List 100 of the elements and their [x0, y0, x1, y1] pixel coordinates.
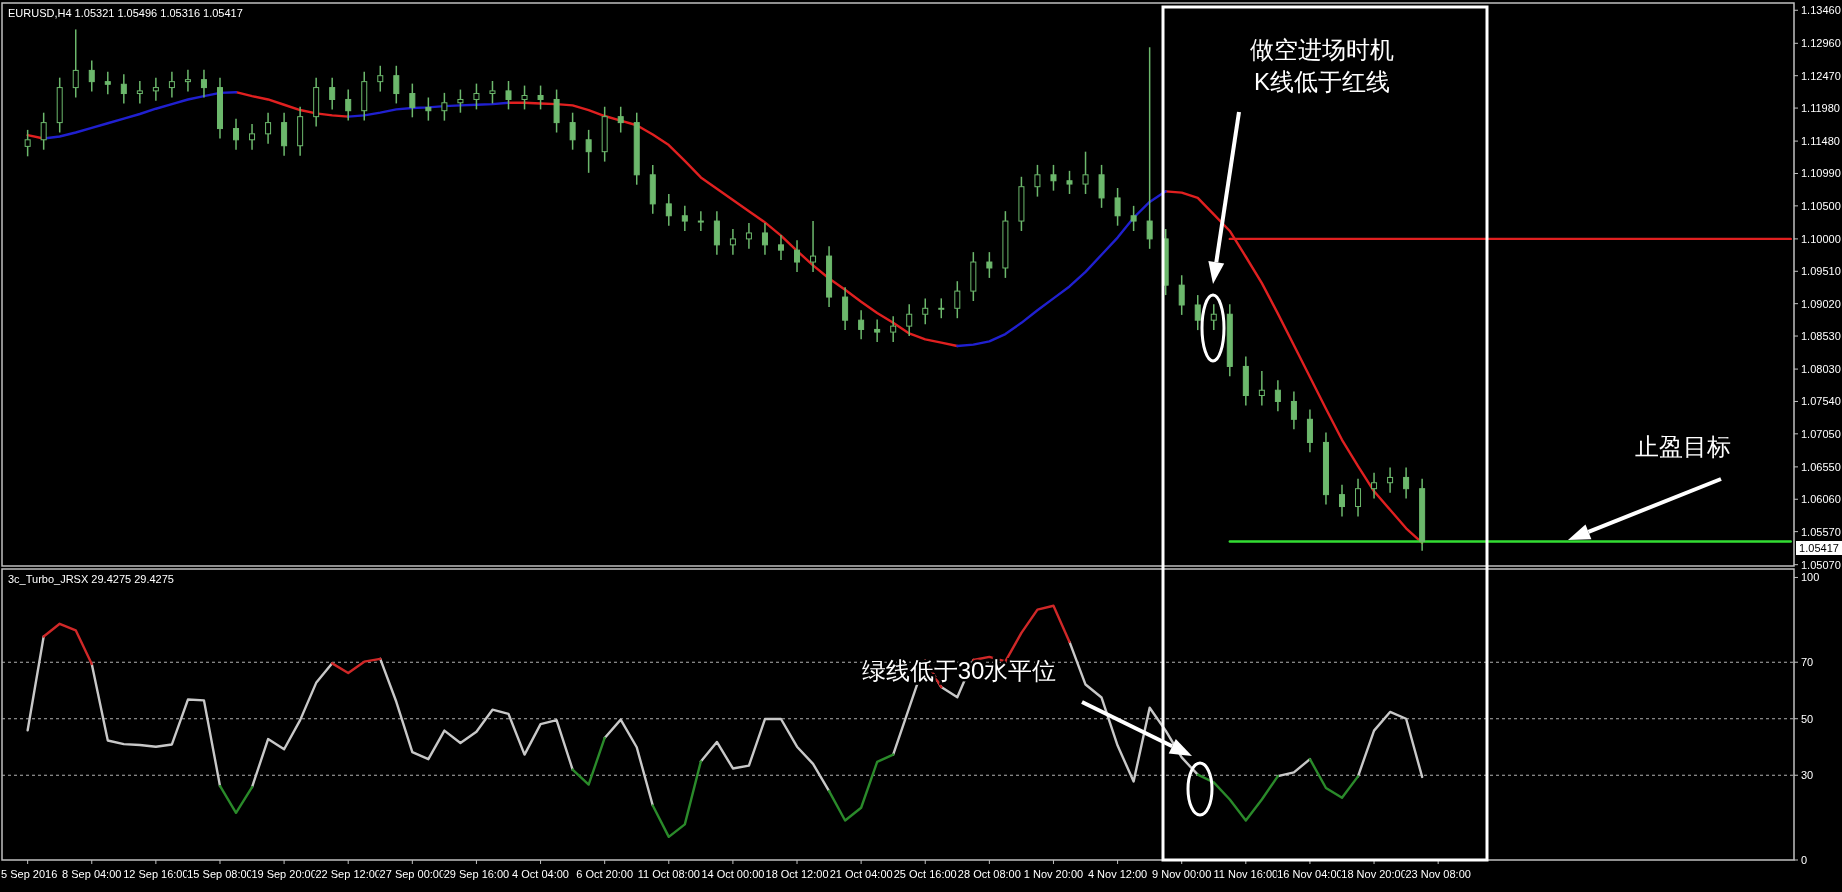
candlestick: [1338, 483, 1345, 518]
candlestick: [329, 76, 336, 111]
candlestick: [553, 88, 560, 134]
candlestick: [104, 70, 111, 95]
y-tick-label: 1.07050: [1801, 427, 1841, 440]
y-tick-label: 1.09510: [1801, 265, 1841, 278]
candlestick: [986, 251, 993, 279]
candlestick: [377, 65, 384, 93]
candlestick: [697, 210, 704, 232]
candlestick: [425, 96, 432, 122]
x-tick-label: 6 Oct 20:00: [576, 868, 634, 880]
candlestick: [729, 228, 736, 256]
candlestick: [505, 80, 512, 111]
y-tick-label: 1.11480: [1801, 135, 1840, 148]
y-tick-label: 1.08530: [1801, 330, 1841, 343]
candlestick: [617, 106, 624, 134]
x-tick-label: 28 Oct 08:00: [957, 868, 1021, 880]
x-tick-label: 19 Sep 20:00: [251, 868, 317, 880]
y-tick-label: 1.06060: [1801, 493, 1841, 506]
candlestick: [874, 318, 881, 343]
annotation: 做空进场时机 K线低于红线: [1250, 36, 1394, 96]
x-tick-label: 4 Oct 04:00: [512, 868, 569, 880]
candlestick: [88, 59, 95, 93]
candlestick: [537, 84, 544, 111]
x-tick-label: 21 Oct 04:00: [829, 868, 893, 880]
y-tick-label: 1.11980: [1801, 102, 1840, 115]
candlestick: [1194, 294, 1201, 331]
candlestick: [761, 222, 768, 256]
y-tick-label: 50: [1801, 712, 1814, 725]
candlestick: [681, 205, 688, 232]
y-tick-label: 70: [1801, 656, 1814, 669]
candlestick: [345, 88, 352, 122]
candlestick: [184, 68, 191, 93]
candlestick: [233, 117, 240, 151]
y-tick-label: 1.07540: [1801, 395, 1841, 408]
candlestick: [713, 210, 720, 256]
candlestick: [136, 80, 143, 105]
x-tick-label: 9 Nov 00:00: [1152, 868, 1212, 880]
candlestick: [1178, 274, 1185, 316]
y-tick-label: 0: [1801, 854, 1808, 866]
x-tick-label: 18 Oct 12:00: [765, 868, 829, 880]
candlestick: [1114, 187, 1121, 227]
y-tick-label: 30: [1801, 769, 1814, 782]
candlestick: [249, 123, 256, 151]
candlestick: [265, 111, 272, 145]
x-tick-label: 18 Nov 20:00: [1341, 868, 1407, 880]
candlestick: [777, 234, 784, 261]
candlestick: [1146, 46, 1153, 250]
candlestick: [1130, 205, 1137, 232]
x-tick-label: 29 Sep 16:00: [443, 868, 510, 880]
candlestick: [281, 111, 288, 157]
y-tick-label: 1.10500: [1801, 199, 1841, 212]
candlestick: [40, 111, 47, 151]
candlestick: [906, 303, 913, 337]
candlestick: [152, 76, 159, 102]
candlestick: [457, 88, 464, 114]
candlestick: [24, 129, 31, 158]
candlestick: [1082, 150, 1089, 195]
y-tick-label: 1.06550: [1801, 460, 1841, 473]
chart-title: 3c_Turbo_JRSX 29.4275 29.4275: [8, 573, 174, 585]
x-tick-label: 15 Sep 08:00: [187, 868, 253, 880]
candlestick: [1306, 408, 1313, 454]
candlestick: [72, 28, 79, 99]
candlestick: [954, 280, 961, 319]
x-tick-label: 23 Nov 08:00: [1405, 868, 1471, 880]
candlestick: [521, 84, 528, 111]
candlestick: [393, 65, 400, 105]
y-tick-label: 1.09020: [1801, 297, 1841, 310]
y-tick-label: 1.13460: [1801, 4, 1841, 17]
candlestick: [810, 220, 817, 273]
candlestick: [842, 286, 849, 331]
candlestick: [1290, 390, 1297, 430]
candlestick: [473, 82, 480, 111]
candlestick: [1050, 164, 1057, 192]
y-tick-label: 1.05570: [1801, 525, 1841, 538]
candlestick: [409, 82, 416, 119]
candlestick: [1371, 472, 1378, 500]
candlestick: [489, 80, 496, 105]
x-tick-label: 14 Oct 00:00: [701, 868, 765, 880]
candlestick: [858, 309, 865, 341]
candlestick: [441, 92, 448, 122]
y-tick-label: 1.12470: [1801, 69, 1841, 82]
x-tick-label: 25 Oct 16:00: [893, 868, 957, 880]
y-tick-label: 1.12960: [1801, 37, 1841, 50]
candlestick: [1355, 478, 1362, 518]
annotation: 止盈目标: [1635, 433, 1731, 460]
candlestick: [1387, 466, 1394, 494]
candlestick: [1258, 370, 1265, 407]
y-tick-label: 1.05070: [1801, 558, 1841, 571]
candlestick: [890, 315, 897, 343]
candlestick: [1403, 466, 1410, 500]
candlestick: [585, 129, 592, 174]
candlestick: [168, 70, 175, 99]
candlestick: [794, 239, 801, 273]
candlestick: [1098, 164, 1105, 209]
x-tick-label: 5 Sep 2016: [1, 868, 58, 880]
candlestick: [665, 193, 672, 227]
candlestick: [745, 222, 752, 250]
candlestick: [1066, 170, 1073, 195]
candlestick: [1034, 164, 1041, 198]
